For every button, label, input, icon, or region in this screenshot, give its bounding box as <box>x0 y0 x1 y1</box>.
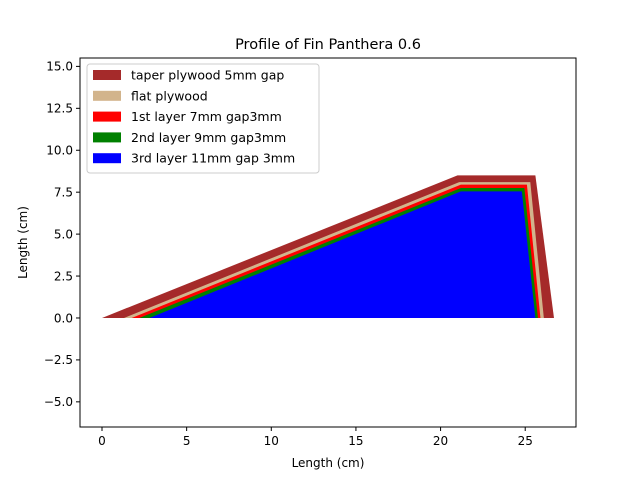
y-tick-label: 10.0 <box>46 144 73 158</box>
x-axis: 0 5 10 15 20 25 <box>98 427 533 448</box>
axes-frame <box>79 57 577 428</box>
y-tick-label: 2.5 <box>54 269 73 283</box>
x-tick-label: 10 <box>264 434 279 448</box>
x-axis-label: Length (cm) <box>292 456 365 470</box>
legend-swatch <box>93 70 121 80</box>
x-tick-label: 25 <box>518 434 533 448</box>
x-tick-label: 15 <box>348 434 363 448</box>
y-tick-label: −2.5 <box>44 353 73 367</box>
y-tick-label: 15.0 <box>46 60 73 74</box>
series-area-5 <box>149 191 536 318</box>
y-tick-label: 7.5 <box>54 185 73 199</box>
chart-title: Profile of Fin Panthera 0.6 <box>235 37 421 53</box>
series-layer <box>102 175 554 318</box>
legend-label: flat plywood <box>131 88 208 103</box>
y-tick-label: 12.5 <box>46 102 73 116</box>
legend-label: 1st layer 7mm gap3mm <box>131 109 282 124</box>
x-tick-label: 0 <box>98 434 106 448</box>
x-tick-label: 5 <box>183 434 191 448</box>
y-tick-label: −5.0 <box>44 395 73 409</box>
y-axis: −5.0 −2.5 0.0 2.5 5.0 7.5 10.0 12.5 15.0 <box>44 60 80 409</box>
legend: taper plywood 5mm gap flat plywood 1st lay… <box>86 63 320 174</box>
legend-swatch <box>93 132 121 143</box>
legend-swatch <box>93 111 121 122</box>
legend-label: 2nd layer 9mm gap3mm <box>131 130 286 145</box>
y-tick-label: 5.0 <box>54 227 73 241</box>
legend-swatch <box>93 153 121 164</box>
x-tick-label: 20 <box>433 434 448 448</box>
legend-swatch <box>93 90 121 101</box>
y-axis-label: Length (cm) <box>16 206 30 279</box>
legend-label: 3rd layer 11mm gap 3mm <box>131 151 295 166</box>
legend-frame <box>86 63 320 174</box>
y-tick-label: 0.0 <box>54 311 73 325</box>
legend-label: taper plywood 5mm gap <box>131 68 284 83</box>
